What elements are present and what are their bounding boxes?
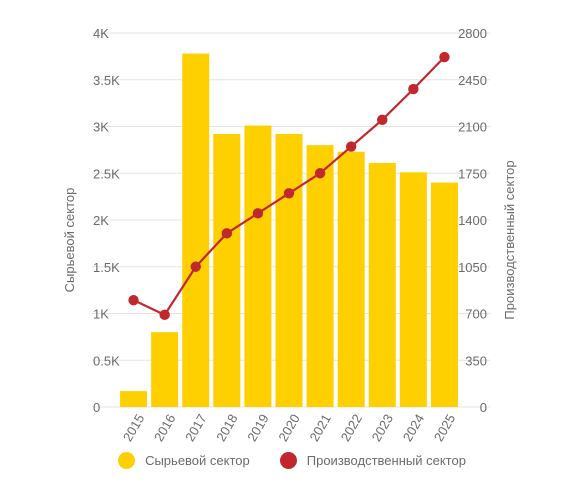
x-tick-label: 2020 [275,411,302,444]
right-tick-label: 700 [465,307,487,322]
point-production-sector [439,51,450,63]
point-production-sector [190,261,201,272]
point-production-sector [159,309,170,321]
x-tick-label: 2017 [182,411,209,444]
bar-raw-sector [244,125,272,407]
bar-raw-sector [430,182,458,407]
point-production-sector [221,228,233,239]
left-tick-label: 0.5K [93,353,120,368]
bar-raw-sector [399,172,427,407]
legend-swatch-raw-sector [118,452,136,469]
line-production-sector [128,51,450,321]
legend-swatch-production-sector [279,452,297,469]
legend-item-production-sector: Производственный сектор [279,452,466,469]
bar-raw-sector [368,162,396,407]
right-tick-label: 350 [465,353,487,368]
x-tick-label: 2016 [151,411,178,444]
point-production-sector [345,141,357,152]
bar-raw-sector [275,133,303,408]
point-production-sector [408,83,419,95]
bar-raw-sector [337,151,365,407]
left-tick-label: 2K [93,213,109,228]
bar-raw-sector [151,332,179,407]
legend: Сырьевой сектор Производственный сектор [0,452,584,469]
right-tick-label: 2100 [458,120,487,135]
x-tick-label: 2022 [338,411,365,444]
bar-raw-sector [182,53,210,407]
x-tick-label: 2019 [244,411,271,444]
legend-label-production-sector: Производственный сектор [306,453,466,468]
right-tick-label: 1400 [458,213,487,228]
legend-item-raw-sector: Сырьевой сектор [118,452,250,469]
left-tick-label: 2.5K [93,166,120,181]
point-production-sector [252,208,264,219]
left-tick-label: 3.5K [93,73,120,88]
right-tick-label: 2800 [458,26,487,41]
right-tick-label: 1750 [458,166,487,181]
bar-raw-sector [306,145,334,407]
x-tick-label: 2015 [120,411,147,444]
point-production-sector [283,188,295,199]
point-production-sector [377,114,388,126]
left-tick-label: 0 [93,400,100,415]
x-tick-label: 2025 [431,411,458,444]
right-tick-label: 2450 [458,73,487,88]
x-tick-label: 2024 [400,411,427,444]
x-tick-label: 2021 [306,411,333,444]
left-tick-label: 3K [93,120,109,135]
point-production-sector [314,168,326,179]
right-tick-label: 0 [480,400,487,415]
bars-raw-sector [120,53,458,408]
right-axis-label: Производственный сектор [502,160,517,319]
legend-label-raw-sector: Сырьевой сектор [145,453,250,468]
left-tick-label: 1K [93,307,109,322]
x-tick-label: 2018 [213,411,240,444]
left-tick-label: 4K [93,26,109,41]
point-production-sector [128,294,139,306]
bar-raw-sector [120,391,148,407]
left-axis-label: Сырьевой сектор [62,188,77,293]
bar-raw-sector [213,133,241,408]
right-tick-label: 1050 [458,260,487,275]
left-tick-label: 1.5K [93,260,120,275]
x-tick-label: 2023 [369,411,396,444]
